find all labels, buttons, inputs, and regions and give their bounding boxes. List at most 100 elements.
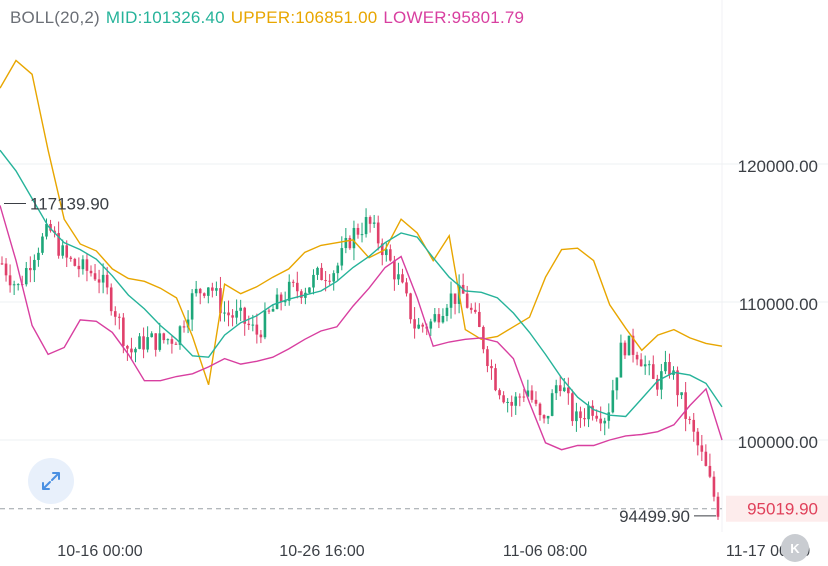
candle-body: [247, 323, 251, 326]
candle-body: [24, 268, 28, 285]
candle-body: [704, 451, 708, 466]
y-tick-label: 110000.00: [739, 295, 818, 314]
candle-body: [716, 496, 720, 517]
candle-body: [514, 396, 518, 406]
candle-body: [393, 260, 396, 280]
candle-body: [336, 265, 340, 274]
candle-body: [150, 333, 153, 338]
candle-body: [255, 324, 259, 335]
candle-body: [215, 288, 218, 291]
candle-body: [61, 245, 64, 256]
candle-body: [158, 333, 162, 350]
grid-lines: [0, 0, 828, 532]
candle-body: [712, 476, 716, 497]
candle-body: [174, 343, 178, 345]
candle-body: [562, 387, 566, 392]
candle-body: [413, 319, 416, 329]
candle-body: [647, 364, 651, 366]
k-logo-button[interactable]: K: [781, 534, 809, 562]
candle-body: [8, 275, 12, 286]
candle-body: [664, 361, 667, 372]
x-tick-label: 11-06 08:00: [503, 543, 587, 560]
candle-body: [526, 390, 530, 397]
candle-body: [405, 282, 408, 294]
candle-body: [449, 293, 453, 308]
candle-body: [300, 291, 303, 298]
candle-body: [113, 311, 117, 317]
boll-lower-value: LOWER:95801.79: [383, 8, 525, 27]
candle-body: [162, 333, 166, 341]
candles: [0, 208, 720, 520]
candle-body: [146, 337, 149, 350]
candle-body: [360, 234, 364, 236]
candle-body: [109, 287, 113, 312]
candle-body: [328, 280, 331, 282]
candle-body: [486, 349, 489, 367]
candle-body: [316, 267, 319, 275]
candle-body: [599, 418, 602, 424]
low-price-label: 94499.90: [619, 507, 690, 526]
candle-body: [93, 273, 97, 280]
x-axis: 10-16 00:00 10-26 16:00 11-06 08:00 11-17 0…: [57, 543, 810, 560]
candle-body: [202, 293, 206, 296]
candle-body: [134, 348, 137, 353]
y-tick-label: 120000.00: [738, 157, 818, 176]
candle-body: [287, 281, 291, 301]
candle-body: [376, 222, 380, 244]
candle-body: [676, 370, 679, 396]
candle-body: [473, 309, 477, 312]
candle-body: [251, 324, 255, 326]
boll-mid-value: MID:101326.40: [105, 8, 225, 27]
boll-upper-line: [0, 59, 723, 386]
candle-body: [122, 317, 125, 346]
candle-body: [696, 431, 700, 446]
x-tick-label: 10-16 00:00: [57, 543, 143, 560]
candle-body: [344, 237, 348, 249]
candle-body: [235, 310, 238, 318]
expand-button[interactable]: [28, 458, 74, 504]
boll-mid-line: [0, 149, 723, 418]
candle-body: [631, 335, 635, 355]
candle-body: [567, 387, 570, 394]
candle-body: [12, 284, 16, 286]
candle-body: [271, 309, 275, 312]
candle-body: [372, 222, 376, 224]
candle-body: [660, 371, 663, 390]
candle-body: [401, 274, 404, 283]
candle-body: [579, 411, 582, 419]
candle-body: [356, 227, 360, 235]
candle-body: [89, 270, 93, 274]
candle-body: [542, 415, 546, 419]
candle-body: [219, 288, 222, 314]
x-tick-label: 10-26 16:00: [279, 543, 365, 560]
boll-lower-line: [0, 205, 723, 451]
candle-body: [429, 321, 433, 329]
candle-body: [550, 393, 554, 416]
candle-body: [389, 249, 392, 261]
candle-body: [571, 393, 574, 422]
candle-body: [445, 307, 449, 316]
candle-body: [105, 274, 109, 288]
y-tick-label: 100000.00: [738, 433, 818, 452]
candle-body: [417, 324, 420, 329]
candle-body: [522, 396, 526, 398]
candle-body: [16, 284, 20, 286]
last-price-label: 95019.90: [747, 500, 818, 519]
candle-body: [243, 307, 247, 324]
candle-body: [437, 314, 441, 323]
candle-body: [275, 294, 279, 310]
candle-body: [546, 415, 550, 419]
candle-body: [130, 348, 133, 353]
candle-body: [178, 326, 182, 345]
candle-body: [583, 418, 586, 420]
candle-body: [668, 361, 671, 375]
candle-body: [595, 415, 598, 419]
expand-arrows-icon: [42, 472, 60, 490]
candle-body: [384, 249, 388, 256]
candle-body: [635, 354, 639, 360]
candle-body: [656, 378, 659, 390]
candle-body: [380, 243, 384, 256]
k-logo-icon: K: [790, 540, 800, 556]
candle-body: [166, 339, 170, 341]
